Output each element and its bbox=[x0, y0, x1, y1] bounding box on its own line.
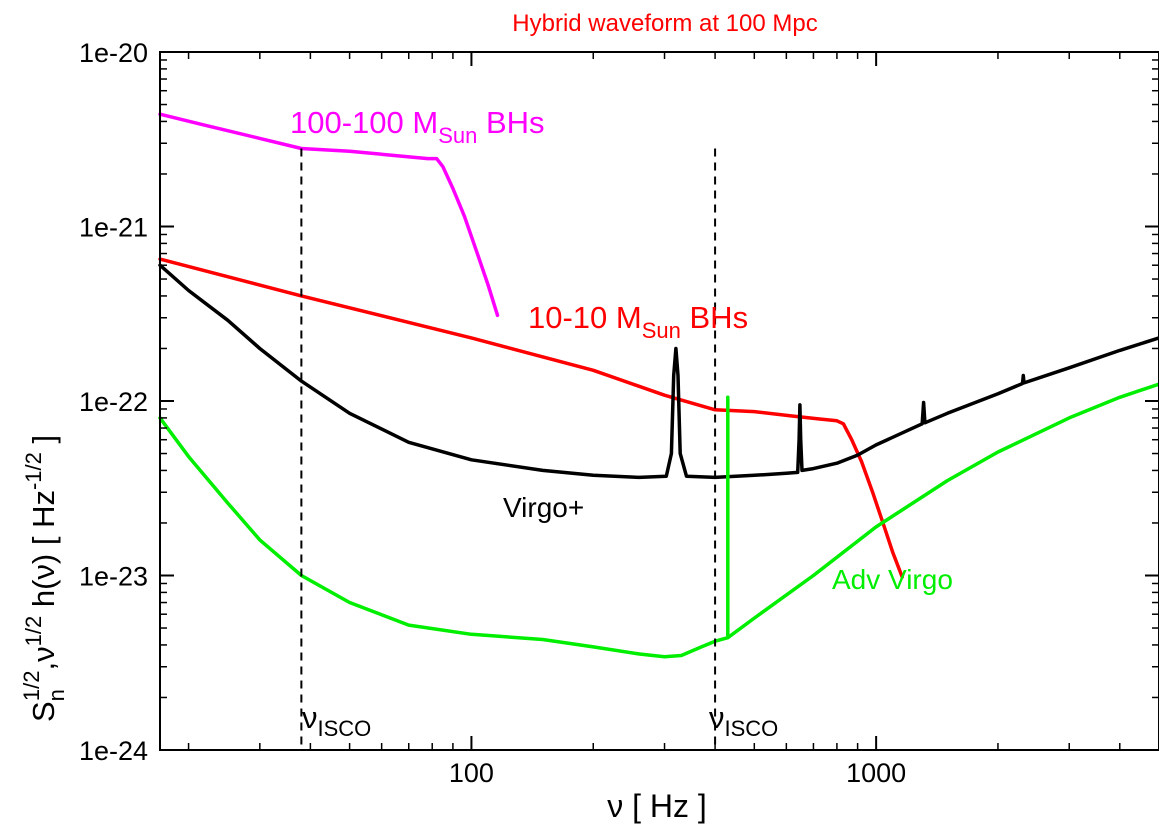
series-line-bh100 bbox=[158, 112, 500, 318]
y-label-s: S bbox=[26, 701, 61, 722]
isco-label-1-sub: ISCO bbox=[318, 716, 372, 741]
y-tick-label-4: 1e-20 bbox=[79, 38, 148, 68]
series-line-adv-virgo bbox=[158, 382, 1159, 659]
y-label-nu: ν bbox=[26, 646, 61, 662]
series-line-virgo-plus bbox=[158, 263, 1159, 480]
bh100-label-end: BHs bbox=[477, 105, 544, 140]
virgo-plus-label: Virgo+ bbox=[503, 492, 584, 523]
y-label-sup-half-2: 1/2 bbox=[21, 616, 46, 647]
y-label-unit-exp: -1/2 bbox=[21, 452, 46, 490]
series-line-bh10 bbox=[158, 257, 904, 579]
isco-label-1-main: ν bbox=[302, 700, 318, 735]
y-label-sup-half: 1/2 bbox=[19, 670, 44, 701]
bh10-label-end: BHs bbox=[681, 300, 748, 335]
isco-label-2-sub: ISCO bbox=[725, 716, 779, 741]
isco-layer bbox=[300, 148, 717, 750]
y-tick-label-3: 1e-21 bbox=[79, 213, 148, 243]
y-label-sub-n: n bbox=[44, 689, 69, 701]
y-label-h: h(ν) bbox=[26, 554, 61, 616]
bh10-label-sub: Sun bbox=[642, 318, 681, 343]
y-label-unit-end: ] bbox=[26, 435, 61, 452]
bh100-label-main: 100-100 M bbox=[290, 105, 438, 140]
y-tick-label-0: 1e-24 bbox=[79, 736, 148, 766]
plot-frame bbox=[159, 51, 1159, 751]
series-layer bbox=[158, 112, 1159, 659]
y-label-comma: , bbox=[26, 662, 61, 671]
isco-label-1: νISCO bbox=[302, 700, 371, 741]
x-tick-label-1: 1000 bbox=[846, 758, 906, 788]
adv-virgo-label: Adv Virgo bbox=[832, 564, 953, 595]
isco-label-2: νISCO bbox=[709, 700, 778, 741]
bh10-label-main: 10-10 M bbox=[528, 300, 642, 335]
x-tick-label-0: 100 bbox=[449, 758, 494, 788]
y-axis-label: Sn1/2,ν1/2 h(ν) [ Hz-1/2 ] bbox=[19, 435, 69, 722]
bh100-label-sub: Sun bbox=[438, 123, 477, 148]
isco-label-2-main: ν bbox=[709, 700, 725, 735]
x-axis-label: ν [ Hz ] bbox=[607, 788, 707, 824]
bh100-label: 100-100 MSun BHs bbox=[290, 105, 545, 148]
chart-title: Hybrid waveform at 100 Mpc bbox=[512, 10, 817, 37]
bh10-label: 10-10 MSun BHs bbox=[528, 300, 748, 343]
y-label-unit: [ Hz bbox=[26, 490, 61, 554]
y-tick-label-2: 1e-22 bbox=[79, 387, 148, 417]
ticks-layer: 1e-24 1e-23 1e-22 1e-21 1e-20 100 1000 bbox=[79, 38, 1159, 788]
y-tick-label-1: 1e-23 bbox=[79, 562, 148, 592]
